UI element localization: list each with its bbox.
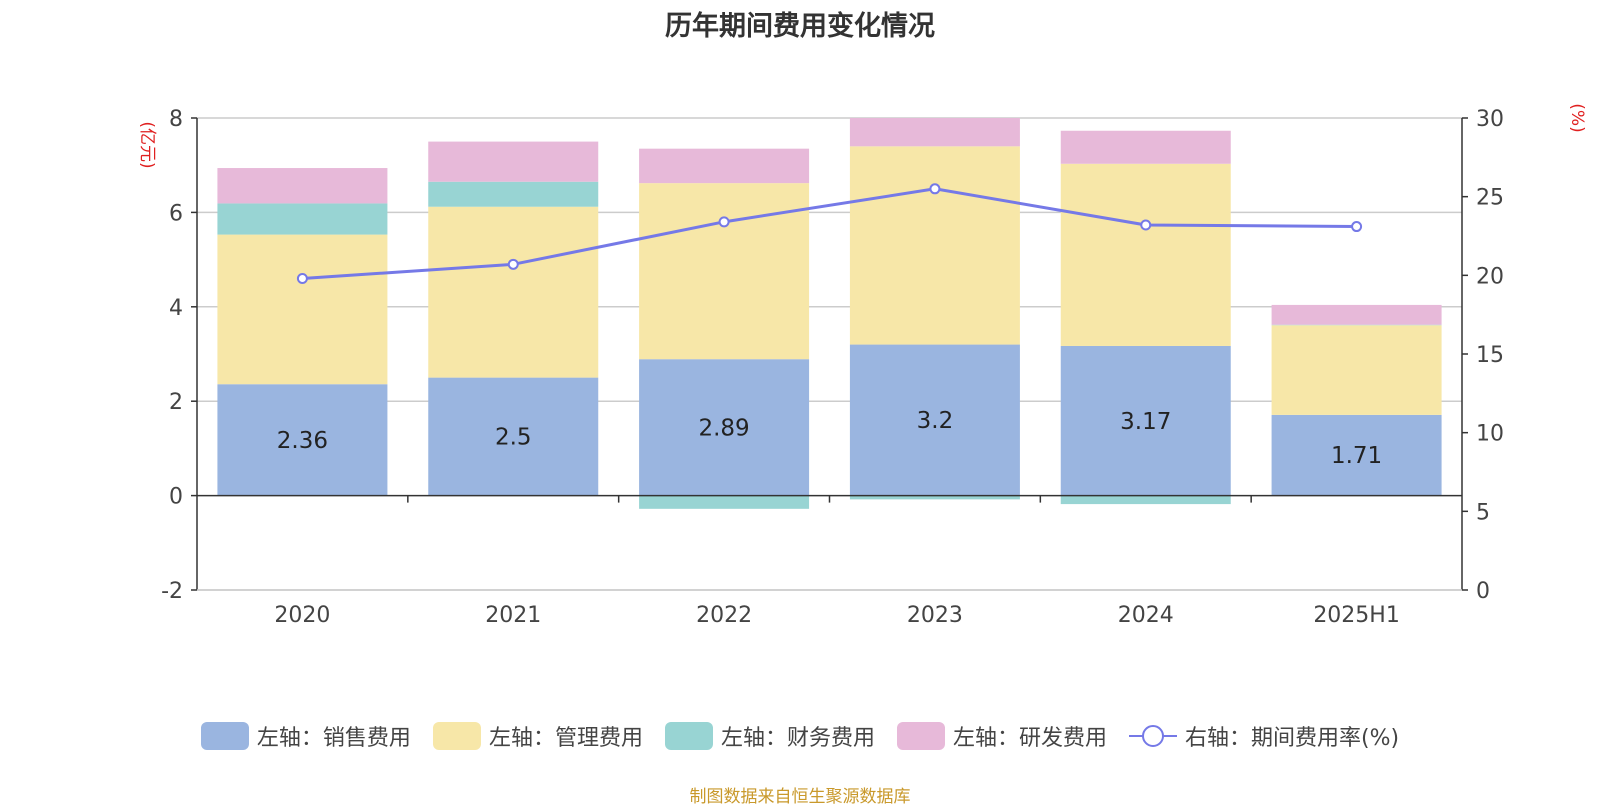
bar-segment-1-2024	[1061, 164, 1231, 346]
legend-item-sales[interactable]: 左轴：销售费用	[201, 720, 411, 752]
legend: 左轴：销售费用 左轴：管理费用 左轴：财务费用 左轴：研发费用 右轴：期间费用率…	[0, 720, 1600, 752]
x-axis-tick-label: 2024	[1118, 603, 1174, 628]
bar-segment-1-2023	[850, 146, 1020, 344]
legend-swatch-rate	[1129, 722, 1177, 750]
left-axis-tick-label: 0	[169, 485, 183, 510]
bar-segment-3-2020	[217, 168, 387, 203]
legend-swatch-sales	[201, 722, 249, 750]
legend-swatch-rd	[897, 722, 945, 750]
rate-point-2020	[298, 274, 307, 283]
bar-segment-2-2022	[639, 496, 809, 509]
rate-point-2023	[930, 184, 939, 193]
bar-segment-1-2021	[428, 207, 598, 378]
legend-label-admin: 左轴：管理费用	[489, 720, 643, 752]
bar-segment-2-2020	[217, 203, 387, 234]
left-axis-tick-label: 8	[169, 107, 183, 132]
bar-segment-3-2022	[639, 149, 809, 183]
bar-segment-3-2021	[428, 142, 598, 182]
legend-label-finance: 左轴：财务费用	[721, 720, 875, 752]
right-axis-tick-label: 15	[1476, 343, 1504, 368]
bar-segment-1-2020	[217, 235, 387, 385]
data-source-note: 制图数据来自恒生聚源数据库	[0, 782, 1600, 807]
left-axis-unit: (亿元)	[137, 121, 157, 168]
left-axis-tick-label: 4	[169, 296, 183, 321]
legend-item-rate[interactable]: 右轴：期间费用率(%)	[1129, 720, 1399, 752]
legend-label-sales: 左轴：销售费用	[257, 720, 411, 752]
rate-point-2021	[509, 260, 518, 269]
bar-segment-2-2024	[1061, 496, 1231, 504]
x-axis-tick-label: 2022	[696, 603, 752, 628]
bar-segment-1-2025H1	[1272, 325, 1442, 415]
right-axis-unit: (%)	[1567, 103, 1587, 132]
legend-label-rd: 左轴：研发费用	[953, 720, 1107, 752]
rate-point-2024	[1141, 220, 1150, 229]
data-label-sales-2024: 3.17	[1120, 409, 1171, 435]
bar-segment-3-2024	[1061, 131, 1231, 164]
legend-item-rd[interactable]: 左轴：研发费用	[897, 720, 1107, 752]
data-label-sales-2020: 2.36	[277, 428, 328, 454]
right-axis-tick-label: 20	[1476, 264, 1504, 289]
data-label-sales-2022: 2.89	[698, 415, 749, 441]
left-axis-tick-label: 2	[169, 390, 183, 415]
legend-swatch-finance	[665, 722, 713, 750]
right-axis-tick-label: 25	[1476, 186, 1504, 211]
data-label-sales-2025H1: 1.71	[1331, 443, 1382, 469]
x-axis-tick-label: 2020	[274, 603, 330, 628]
left-axis-tick-label: 6	[169, 201, 183, 226]
right-axis-tick-label: 10	[1476, 422, 1504, 447]
legend-item-admin[interactable]: 左轴：管理费用	[433, 720, 643, 752]
legend-swatch-admin	[433, 722, 481, 750]
bar-segment-3-2025H1	[1272, 305, 1442, 325]
right-axis-tick-label: 30	[1476, 107, 1504, 132]
x-axis-tick-label: 2021	[485, 603, 541, 628]
left-axis-tick-label: -2	[161, 579, 183, 604]
bar-segment-1-2022	[639, 183, 809, 359]
data-label-sales-2021: 2.5	[495, 425, 532, 451]
rate-point-2022	[720, 217, 729, 226]
bar-segment-3-2023	[850, 118, 1020, 146]
x-axis-tick-label: 2023	[907, 603, 963, 628]
x-axis-tick-label: 2025H1	[1313, 603, 1400, 628]
bar-segment-2-2021	[428, 182, 598, 207]
bar-layer	[217, 118, 1441, 509]
chart-canvas: -2 0 2 4 6 8 0 5 10 15 20 25 30 2020 2021 2022 2023 2024 2…	[0, 0, 1600, 700]
data-label-sales-2023: 3.2	[917, 408, 954, 434]
legend-label-rate: 右轴：期间费用率(%)	[1185, 720, 1399, 752]
right-axis-tick-label: 0	[1476, 579, 1490, 604]
legend-item-finance[interactable]: 左轴：财务费用	[665, 720, 875, 752]
right-axis-tick-label: 5	[1476, 500, 1490, 525]
rate-point-2025H1	[1352, 222, 1361, 231]
